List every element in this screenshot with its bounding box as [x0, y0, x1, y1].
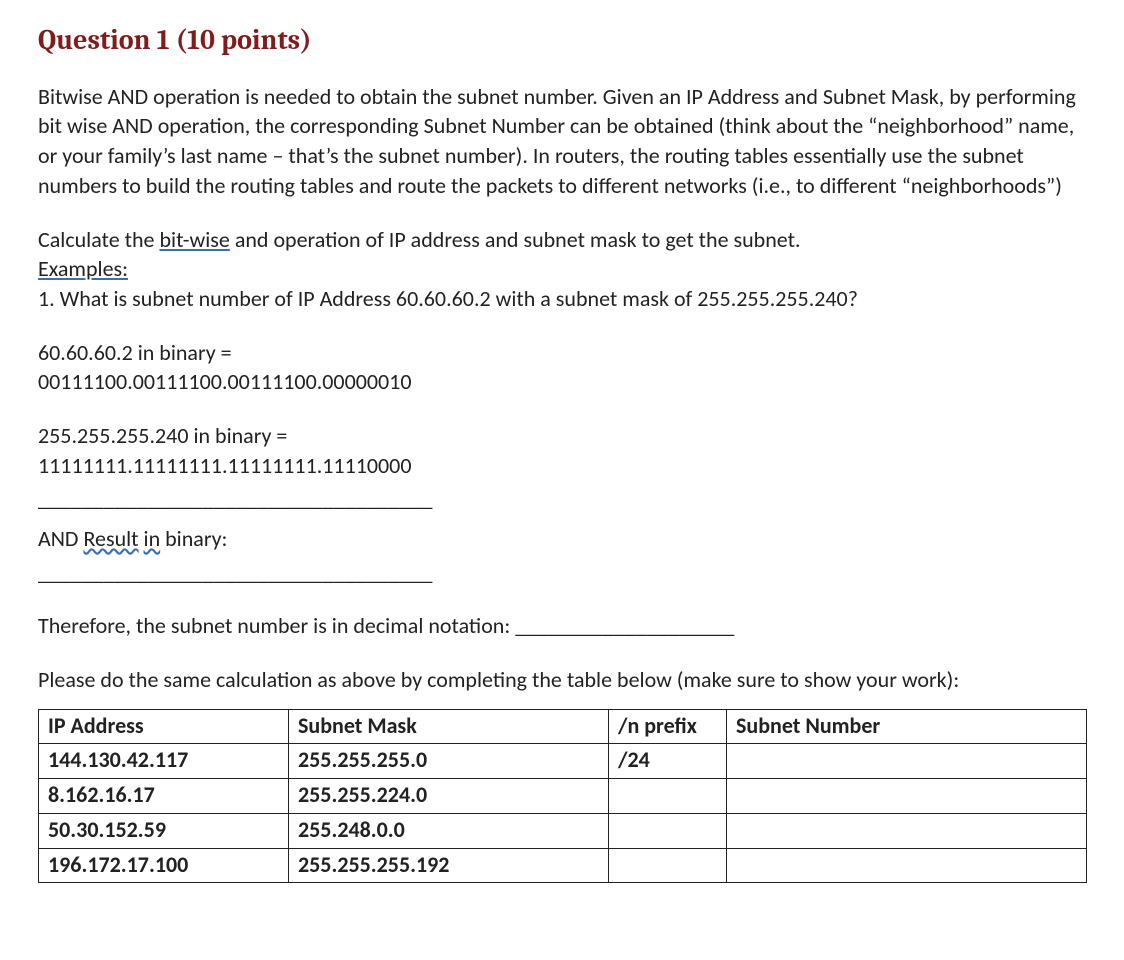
divider-line-2: ____________________________________: [38, 558, 1090, 588]
table-header-row: IP Address Subnet Mask /n prefix Subnet …: [39, 709, 1087, 744]
cell-subnet: [727, 813, 1087, 848]
bitwise-underline: bit-wise: [159, 226, 229, 253]
col-header-ip: IP Address: [39, 709, 289, 744]
cell-mask: 255.255.224.0: [289, 779, 609, 814]
and-result-word: Result: [83, 525, 138, 552]
cell-mask: 255.255.255.0: [289, 744, 609, 779]
divider-line-1: ____________________________________: [38, 484, 1090, 514]
and-in-word: in: [144, 525, 161, 552]
table-instruction: Please do the same calculation as above …: [38, 665, 1090, 695]
example-question: 1. What is subnet number of IP Address 6…: [38, 284, 1090, 314]
calc-text-post: and operation of IP address and subnet m…: [230, 226, 801, 253]
cell-ip: 8.162.16.17: [39, 779, 289, 814]
cell-prefix: [609, 813, 727, 848]
question-title: Question 1 (10 points): [38, 22, 1090, 60]
therefore-text: Therefore, the subnet number is in decim…: [38, 612, 515, 639]
cell-prefix: [609, 779, 727, 814]
table-row: 8.162.16.17 255.255.224.0: [39, 779, 1087, 814]
cell-prefix: [609, 848, 727, 883]
cell-mask: 255.255.255.192: [289, 848, 609, 883]
and-pre: AND: [38, 525, 83, 552]
cell-subnet: [727, 779, 1087, 814]
table-row: 50.30.152.59 255.248.0.0: [39, 813, 1087, 848]
intro-paragraph: Bitwise AND operation is needed to obtai…: [38, 82, 1090, 201]
col-header-mask: Subnet Mask: [289, 709, 609, 744]
examples-label: Examples:: [38, 255, 128, 282]
table-row: 144.130.42.117 255.255.255.0 /24: [39, 744, 1087, 779]
and-post: binary:: [160, 525, 227, 552]
cell-ip: 144.130.42.117: [39, 744, 289, 779]
col-header-subnet: Subnet Number: [727, 709, 1087, 744]
cell-mask: 255.248.0.0: [289, 813, 609, 848]
mask-binary-label: 255.255.255.240 in binary =: [38, 421, 1090, 451]
cell-subnet: [727, 744, 1087, 779]
col-header-prefix: /n prefix: [609, 709, 727, 744]
table-row: 196.172.17.100 255.255.255.192: [39, 848, 1087, 883]
ip-binary-value: 00111100.00111100.00111100.00000010: [38, 367, 1090, 397]
cell-ip: 196.172.17.100: [39, 848, 289, 883]
ip-binary-label: 60.60.60.2 in binary =: [38, 338, 1090, 368]
cell-ip: 50.30.152.59: [39, 813, 289, 848]
mask-binary-value: 11111111.11111111.11111111.11110000: [38, 451, 1090, 481]
calc-text-pre: Calculate the: [38, 226, 159, 253]
cell-subnet: [727, 848, 1087, 883]
decimal-blank: ____________________: [515, 612, 734, 639]
cell-prefix: /24: [609, 744, 727, 779]
subnet-table: IP Address Subnet Mask /n prefix Subnet …: [38, 709, 1087, 883]
